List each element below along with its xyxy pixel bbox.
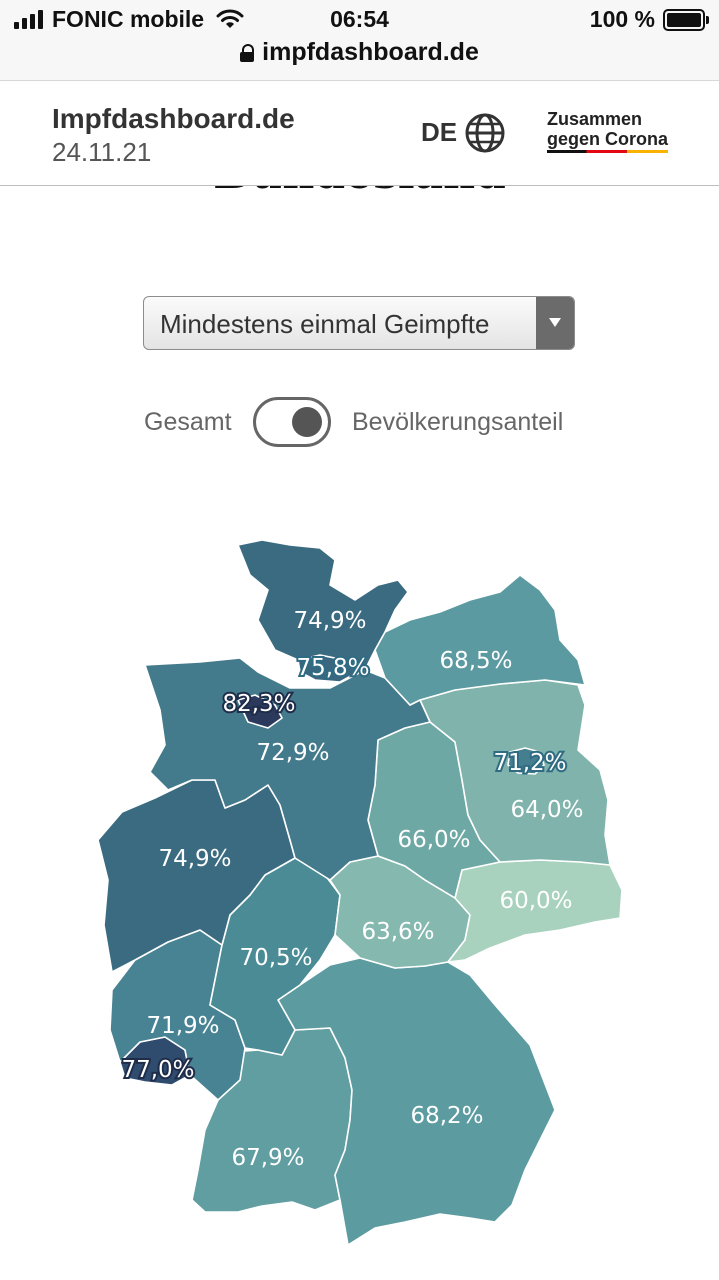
state-label-mecklenburg-vorpommern: 68,5% xyxy=(439,648,512,674)
state-label-thueringen: 63,6% xyxy=(361,919,434,945)
cellular-signal-icon xyxy=(14,10,43,29)
language-label[interactable]: DE xyxy=(421,117,458,147)
wifi-icon xyxy=(216,9,244,28)
state-niedersachsen[interactable] xyxy=(144,657,431,881)
state-label-nordrhein-westfalen: 74,9% xyxy=(158,846,231,872)
state-mecklenburg-vorpommern[interactable] xyxy=(374,574,586,706)
chevron-down-icon[interactable] xyxy=(536,297,574,349)
state-schleswig-holstein[interactable] xyxy=(237,539,409,671)
state-label-bremen: 82,3% xyxy=(222,691,295,717)
state-label-hessen: 70,5% xyxy=(239,945,312,971)
state-label-bayern: 68,2% xyxy=(410,1103,483,1129)
state-label-saarland: 77,0% xyxy=(121,1057,194,1083)
state-label-brandenburg: 64,0% xyxy=(510,797,583,823)
germany-vaccination-map: 74,9% 75,8% 68,5% 82,3% 72,9% 71,2% 64,0… xyxy=(97,539,623,1246)
toggle-label-share[interactable]: Bevölkerungsanteil xyxy=(352,408,564,436)
state-label-schleswig-holstein: 74,9% xyxy=(293,608,366,634)
site-title[interactable]: Impfdashboard.de xyxy=(52,103,295,134)
logo-line-2: gegen Corona xyxy=(547,129,669,153)
state-label-sachsen: 60,0% xyxy=(499,888,572,914)
state-bremen[interactable] xyxy=(237,694,283,729)
logo-line-1: Zusammen xyxy=(547,109,643,129)
toggle-label-total[interactable]: Gesamt xyxy=(144,408,232,436)
globe-icon[interactable] xyxy=(464,112,506,154)
browser-status-bar: FONIC mobile 06:54 100 % impfdashboard.d… xyxy=(0,0,719,81)
battery-icon xyxy=(663,9,709,31)
total-vs-share-toggle[interactable] xyxy=(253,397,331,447)
state-label-sachsen-anhalt: 66,0% xyxy=(397,827,470,853)
site-header: Impfdashboard.de 24.11.21 DE Zusammen ge… xyxy=(0,81,719,186)
lock-icon xyxy=(240,43,255,62)
vaccination-type-select[interactable]: Mindestens einmal Geimpfte xyxy=(143,296,575,350)
toggle-knob xyxy=(292,407,322,437)
zusammen-gegen-corona-logo[interactable]: Zusammen gegen Corona xyxy=(547,109,669,153)
url-text: impfdashboard.de xyxy=(262,38,479,66)
carrier-name: FONIC mobile xyxy=(52,6,205,32)
select-value: Mindestens einmal Geimpfte xyxy=(160,309,490,339)
state-label-rheinland-pfalz: 71,9% xyxy=(146,1013,219,1039)
state-label-hamburg: 75,8% xyxy=(296,655,369,681)
state-label-niedersachsen: 72,9% xyxy=(256,740,329,766)
state-berlin[interactable] xyxy=(507,747,545,775)
site-date: 24.11.21 xyxy=(52,137,152,167)
battery-percentage: 100 % xyxy=(589,6,655,32)
address-bar[interactable]: impfdashboard.de xyxy=(0,38,719,67)
state-label-baden-wuerttemberg: 67,9% xyxy=(231,1145,304,1171)
state-label-berlin: 71,2% xyxy=(493,750,566,776)
